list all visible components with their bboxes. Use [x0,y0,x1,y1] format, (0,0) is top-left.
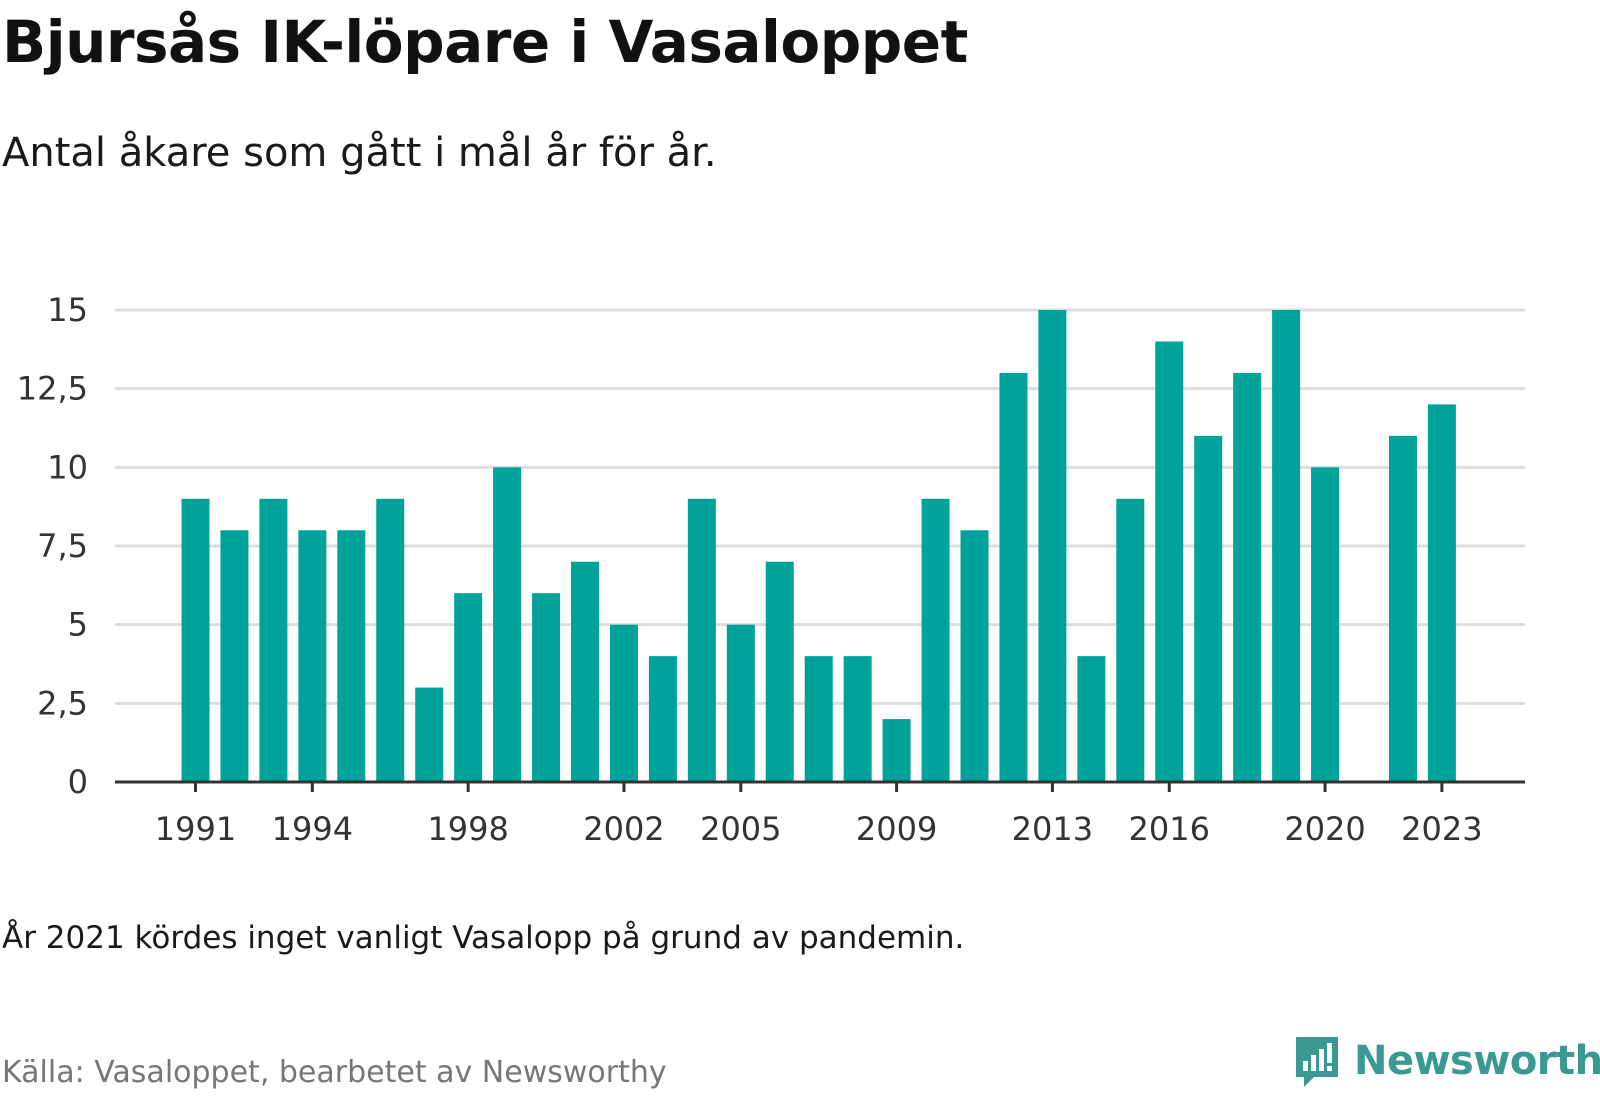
bar-2016 [1155,341,1184,782]
bar-1994 [298,530,327,782]
chart-subtitle: Antal åkare som gått i mål år för år. [2,130,717,176]
x-tick-label: 2002 [583,810,664,848]
bar-2019 [1272,310,1301,782]
bar-2012 [999,372,1028,782]
x-tick-label: 2023 [1401,810,1482,848]
brand-name: Newsworthy [1354,1038,1600,1084]
y-tick-label: 15 [47,291,88,329]
newsworthy-logo-icon [1296,1037,1338,1087]
bar-2023 [1427,404,1456,782]
bar-2008 [843,656,872,782]
chart-title: Bjursås IK-löpare i Vasaloppet [2,8,968,76]
bar-chart: 0 2,5 5 7,5 10 12,5 15 1991 1994 1998 2002 2005 200… [17,291,1525,848]
bar-2002 [609,624,638,782]
bar-2004 [687,498,716,782]
bar-1998 [454,593,483,782]
source-credit: Källa: Vasaloppet, bearbetet av Newswort… [2,1055,667,1090]
bar-2010 [921,498,950,782]
newsworthy-logo[interactable]: Newsworthy [1292,1030,1600,1092]
x-axis-ticks: 1991 1994 1998 2002 2005 2009 2013 2016 2020 2023 [115,780,1525,848]
bar-2018 [1233,372,1262,782]
bar-2006 [765,561,794,782]
x-tick-label: 1998 [427,810,508,848]
y-tick-label: 2,5 [37,684,88,722]
x-tick-label: 2009 [856,810,937,848]
bar-1993 [259,498,288,782]
y-tick-label: 12,5 [17,370,88,408]
bar-2014 [1077,656,1106,782]
bar-2003 [648,656,677,782]
bar-2007 [804,656,833,782]
bar-1995 [337,530,366,782]
x-tick-label: 2013 [1012,810,1093,848]
bar-2001 [571,561,599,782]
bar-1999 [493,467,522,782]
bar-2017 [1194,435,1223,782]
x-tick-label: 2005 [700,810,781,848]
y-tick-label: 5 [68,606,88,644]
y-tick-label: 0 [68,763,88,801]
bar-1997 [415,687,444,782]
bar-2009 [882,719,911,782]
bar-2005 [726,624,755,782]
x-tick-label: 2016 [1129,810,1210,848]
x-tick-label: 1994 [272,810,353,848]
bar-2011 [960,530,989,782]
bars [181,310,1456,782]
x-tick-label: 2020 [1284,810,1365,848]
y-axis-ticks: 0 2,5 5 7,5 10 12,5 15 [17,291,88,801]
chart-footnote: År 2021 kördes inget vanligt Vasalopp på… [2,920,965,956]
bar-2013 [1038,310,1067,782]
bar-1996 [376,498,405,782]
bar-2015 [1116,498,1145,782]
bar-2020 [1311,467,1340,782]
bar-2000 [532,593,561,782]
y-tick-label: 7,5 [37,527,88,565]
bar-1992 [220,530,249,782]
y-tick-label: 10 [47,448,88,486]
x-tick-label: 1991 [155,810,236,848]
bar-2022 [1388,435,1417,782]
bar-1991 [181,498,210,782]
